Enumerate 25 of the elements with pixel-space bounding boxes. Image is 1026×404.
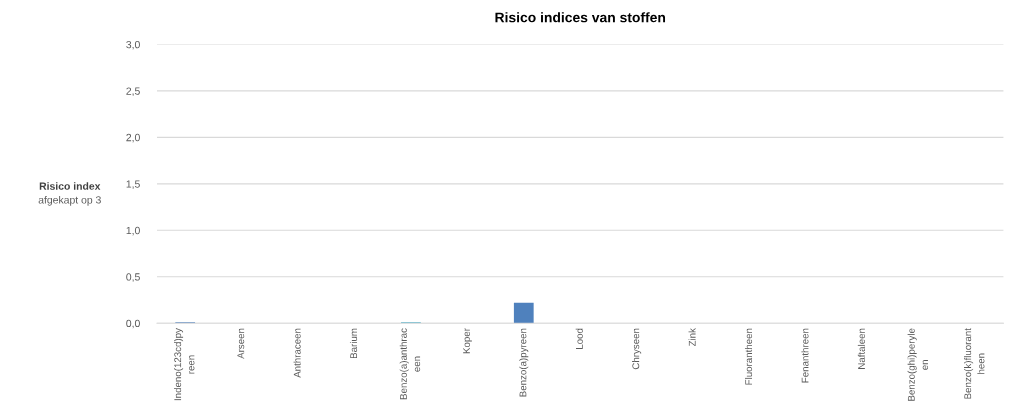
x-tick-label: Naftaleen bbox=[857, 328, 865, 369]
y-tick-label: 2,5 bbox=[126, 87, 140, 97]
x-tick-label: Benzo(a)anthrac een bbox=[399, 328, 421, 400]
x-tick-label: Benzo(ghi)peryle en bbox=[907, 328, 929, 401]
x-tick-label: Fenanthreen bbox=[801, 328, 809, 383]
y-tick-label: 3,0 bbox=[126, 40, 140, 50]
y-tick-label: 2,0 bbox=[126, 133, 140, 143]
x-tick-label: Koper bbox=[463, 328, 472, 354]
y-tick-label: 0,5 bbox=[126, 273, 140, 282]
x-tick-label: Indeno(123cd)py reen bbox=[174, 328, 195, 401]
x-tick-label: Benzo(k)fluorant heen bbox=[964, 328, 985, 399]
x-tick-label: Lood bbox=[575, 328, 583, 349]
chart-title: Risico indices van stoffen bbox=[495, 12, 666, 23]
x-tick-label: Fluorantheen bbox=[744, 328, 753, 385]
x-tick-label: Anthraceen bbox=[293, 328, 301, 378]
y-tick-label: 1,5 bbox=[126, 180, 140, 189]
x-tick-label: Chryseen bbox=[632, 328, 642, 370]
text: afgekapt op 3 bbox=[38, 195, 101, 206]
x-tick-label: Benzo(a)pyreen bbox=[519, 328, 529, 397]
x-tick-label: Zink bbox=[688, 328, 696, 347]
x-tick-label: Barium bbox=[349, 328, 358, 359]
y-axis-title: Risico index bbox=[39, 182, 101, 190]
y-tick-label: 0,0 bbox=[126, 319, 140, 329]
y-tick-label: 1,0 bbox=[126, 226, 140, 236]
x-tick-label: Arseen bbox=[237, 328, 245, 359]
